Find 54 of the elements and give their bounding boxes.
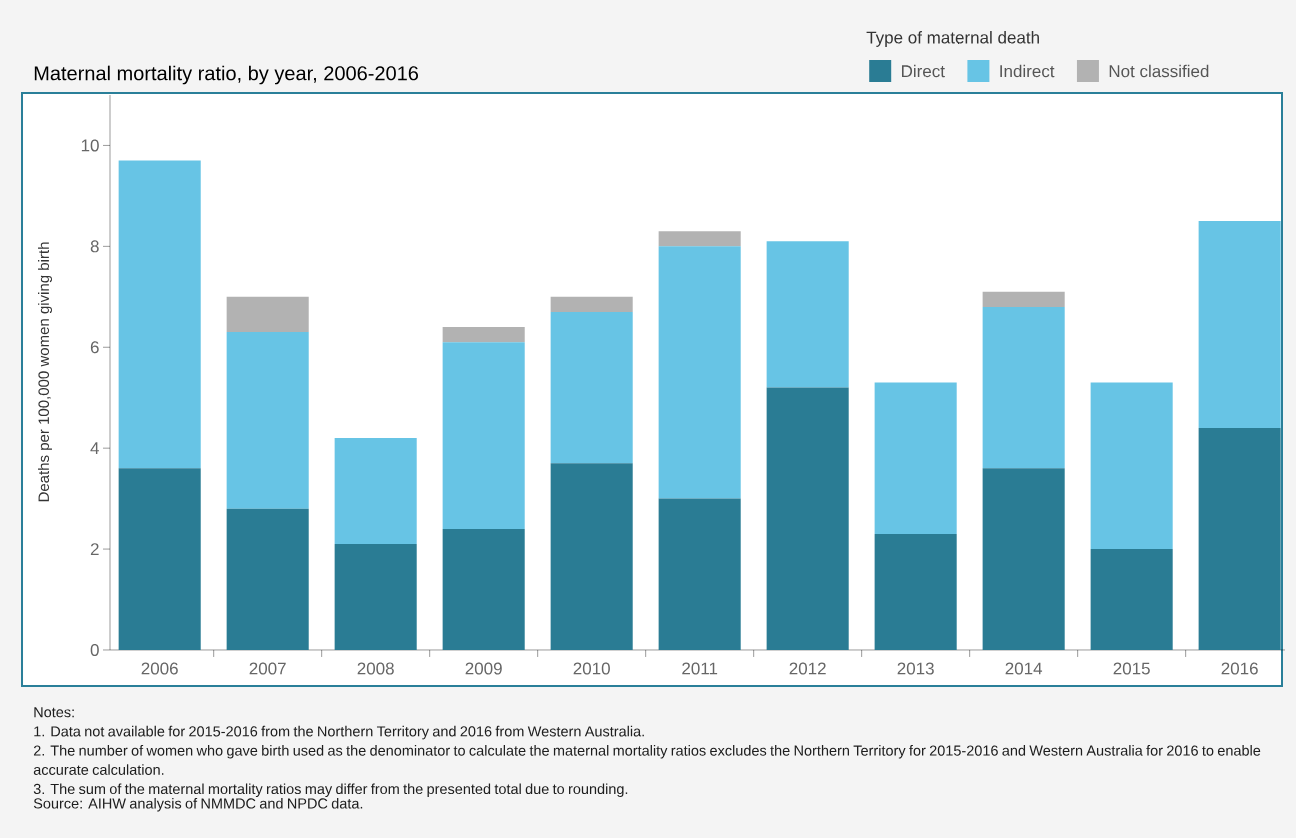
bar [658,246,741,499]
text: Notes: [34,707,74,718]
bar [442,342,525,529]
bar [658,231,741,247]
bar [1198,221,1281,428]
bar [334,544,417,650]
bar [550,311,633,464]
x-tick-label: 2011 [682,662,718,675]
x-tick-label: 2015 [1113,662,1150,675]
bar [442,528,525,650]
chart-title: Maternal mortality ratio, by year, 2006-2016 [34,65,419,85]
bar [118,468,201,650]
legend-title: Type of maternal death [866,31,1039,47]
x-tick-label: 2013 [897,662,934,675]
bar [550,296,633,312]
y-tick-label: 0 [90,643,99,657]
y-tick-label: 6 [90,341,99,354]
x-tick-label: 2016 [1221,662,1258,675]
text: 2. The number of women who gave birth used as the denominator to calculate the maternal mortality ratios excludes the Northern Territory for 2015-2016 and Western Australia for 2016 to enable accurate calculation. [33,745,1261,775]
x-tick-label: 2009 [465,662,502,675]
text: 3. The sum of the maternal mortality ratios may differ from the presented total due to rounding. [33,783,628,797]
bar [874,382,957,534]
legend-label: Indirect [1000,64,1055,78]
x-tick-label: 2012 [789,662,826,675]
bar [334,438,417,545]
bar [766,241,849,388]
y-axis-title: Deaths per 100,000 women giving birth [38,242,52,502]
bar [550,463,633,650]
bar [226,508,309,650]
y-tick-label: 2 [90,543,99,556]
bar [982,291,1065,307]
bar [982,468,1065,650]
bar [442,327,525,343]
bar [226,332,309,509]
legend-label: Direct [901,64,945,78]
text: 1. Data not available for 2015-2016 from the Northern Territory and 2016 from Western Australia. [34,725,644,740]
bar [1090,382,1173,550]
bar [1090,549,1173,650]
x-tick-label: 2006 [141,662,178,675]
source-note: Source: AIHW analysis of NMMDC and NPDC data. [33,797,363,812]
bar [226,296,309,333]
bar [982,306,1065,469]
y-tick-label: 4 [90,442,99,455]
x-tick-label: 2007 [249,662,286,675]
bar [874,533,957,650]
x-tick-label: 2014 [1005,662,1043,675]
y-tick-label: 10 [81,139,99,152]
bar [658,498,741,650]
bar [118,160,201,469]
y-tick-label: 8 [90,240,99,253]
legend-label: Not classified [1109,64,1209,78]
x-tick-label: 2010 [573,662,610,675]
bar [766,387,849,650]
x-tick-label: 2008 [357,662,394,675]
